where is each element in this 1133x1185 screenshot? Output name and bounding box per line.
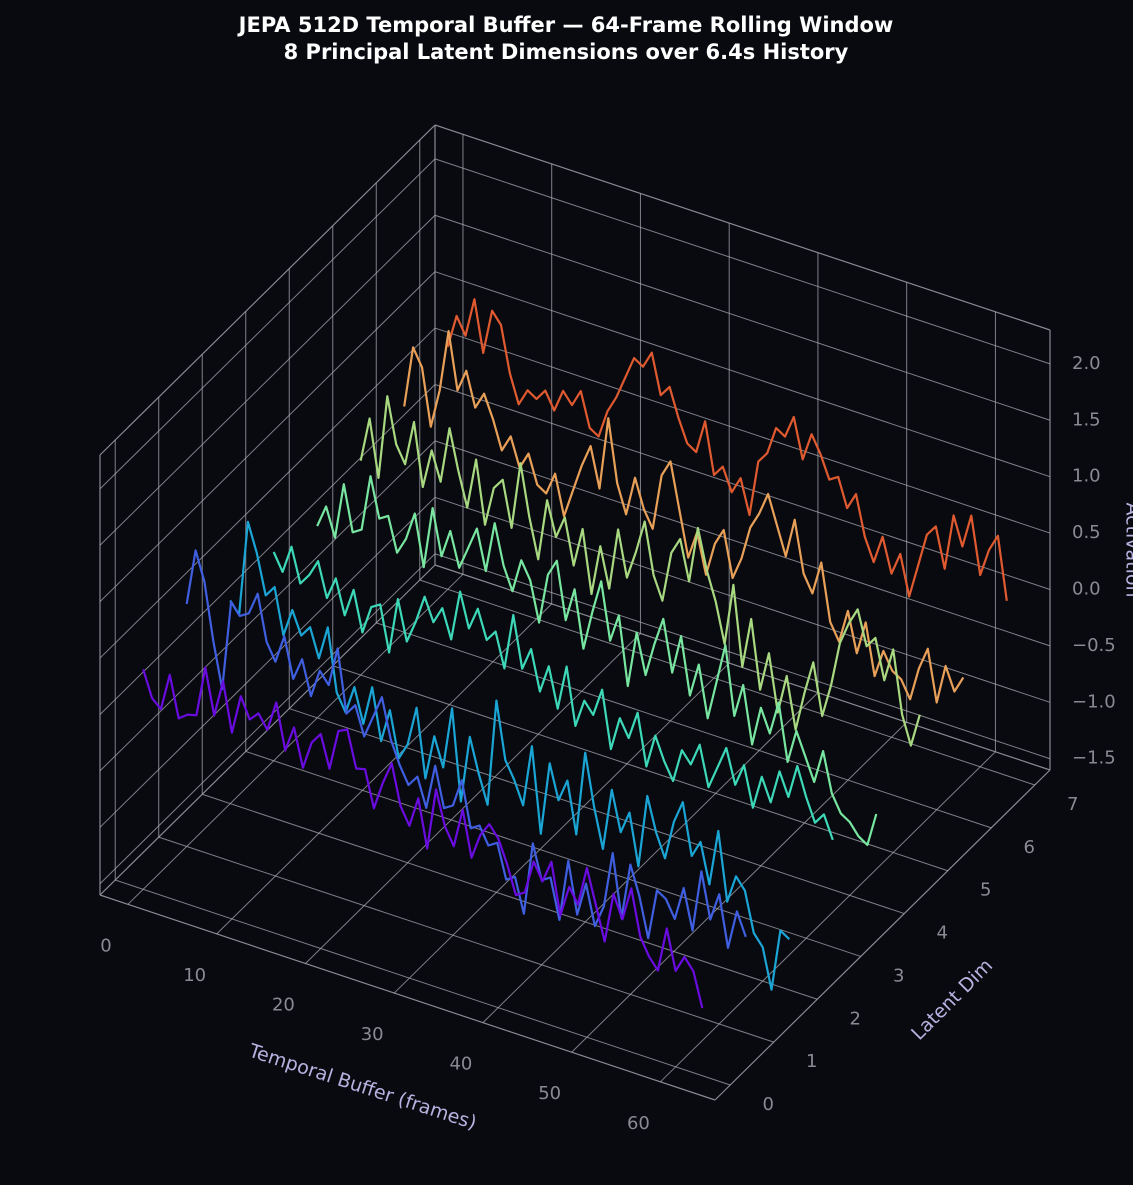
z-tick-label: 1.0 xyxy=(1072,466,1101,487)
chart-title: JEPA 512D Temporal Buffer — 64-Frame Rol… xyxy=(237,13,894,37)
grid-line xyxy=(99,158,436,490)
grid-line xyxy=(434,271,1051,478)
grid-line xyxy=(434,440,1051,647)
grid-line xyxy=(99,496,436,828)
axis-edge xyxy=(99,894,716,1101)
x-tick-label: 0 xyxy=(100,935,111,956)
z-tick-label: −1.0 xyxy=(1072,691,1116,712)
axis-edge xyxy=(99,124,436,456)
grid-line xyxy=(434,158,1051,365)
grid-line xyxy=(434,327,1051,534)
z-tick-label: 0.0 xyxy=(1072,578,1101,599)
chart-subtitle: 8 Principal Latent Dimensions over 6.4s … xyxy=(284,40,849,64)
series-line xyxy=(316,475,878,846)
x-tick-label: 50 xyxy=(538,1083,561,1104)
z-tick-label: 1.5 xyxy=(1072,409,1101,430)
grid-line xyxy=(434,214,1051,421)
grid-line xyxy=(660,751,996,1083)
x-tick-label: 10 xyxy=(183,965,206,986)
grid-line xyxy=(332,665,948,872)
z-tick-label: 2.0 xyxy=(1072,353,1101,374)
x-tick-label: 60 xyxy=(627,1113,650,1134)
grid-line xyxy=(419,579,1035,786)
grid-line xyxy=(99,384,436,715)
grid-line xyxy=(202,793,818,1000)
series-line xyxy=(446,298,1008,601)
grid-line xyxy=(216,603,553,935)
y-tick-label: 0 xyxy=(763,1094,774,1115)
y-tick-label: 6 xyxy=(1024,837,1035,858)
grid-line xyxy=(158,836,774,1043)
series-line xyxy=(142,666,704,1009)
series-line xyxy=(185,549,747,949)
series-line xyxy=(272,545,834,841)
y-tick-label: 1 xyxy=(806,1051,817,1072)
grid-line xyxy=(99,327,436,659)
x-tick-label: 30 xyxy=(361,1024,384,1045)
y-tick-label: 3 xyxy=(893,965,904,986)
axis-edge xyxy=(714,769,1051,1101)
grid-line xyxy=(99,271,436,603)
grid-line xyxy=(305,633,641,964)
grid-line xyxy=(99,440,436,772)
z-tick-label: −1.5 xyxy=(1072,748,1116,769)
grid-line xyxy=(115,879,731,1086)
y-tick-label: 5 xyxy=(980,880,991,901)
grid-line xyxy=(127,573,464,905)
series-line xyxy=(229,520,791,991)
grid-line xyxy=(434,553,1051,760)
x-tick-label: 20 xyxy=(272,994,295,1015)
grid-line xyxy=(376,622,992,829)
z-tick-label: 0.5 xyxy=(1072,522,1101,543)
grid-line xyxy=(99,214,436,546)
y-tick-label: 2 xyxy=(850,1008,861,1029)
x-tick-label: 40 xyxy=(449,1054,472,1075)
grid-line xyxy=(482,692,819,1024)
series-line xyxy=(359,395,921,747)
grid-line xyxy=(99,553,436,885)
grid-line xyxy=(245,750,861,957)
y-tick-label: 4 xyxy=(937,923,948,944)
grid-line xyxy=(393,662,730,994)
z-tick-label: −0.5 xyxy=(1072,635,1116,656)
y-tick-label: 7 xyxy=(1067,794,1078,815)
axis-edge xyxy=(434,124,1051,331)
z-axis-label: Activation xyxy=(1122,502,1133,597)
series-line xyxy=(403,330,965,704)
grid-line xyxy=(571,721,908,1053)
